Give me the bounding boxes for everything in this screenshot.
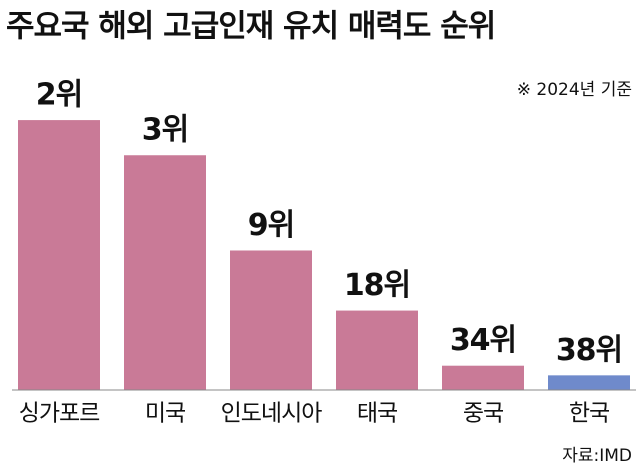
x-tick-label: 인도네시아 [221,401,323,427]
value-label: 18위 [344,268,410,303]
bar [548,375,630,390]
bar [230,250,312,390]
value-label: 9위 [248,208,294,243]
bar [336,310,418,390]
x-tick-label: 미국 [145,401,185,427]
bar [442,365,524,390]
bar [124,155,206,390]
x-tick-label: 태국 [357,401,397,427]
value-label: 34위 [450,323,516,358]
value-label: 2위 [36,78,82,113]
x-tick-label: 중국 [463,401,503,427]
source: 자료:IMD [562,446,632,466]
x-tick-label: 싱가포르 [19,401,100,427]
bar [18,120,100,391]
subtitle: ※ 2024년 기준 [517,80,632,100]
x-tick-label: 한국 [569,401,609,427]
value-label: 3위 [142,113,188,148]
value-label: 38위 [556,333,622,368]
chart-title: 주요국 해외 고급인재 유치 매력도 순위 [6,9,495,45]
